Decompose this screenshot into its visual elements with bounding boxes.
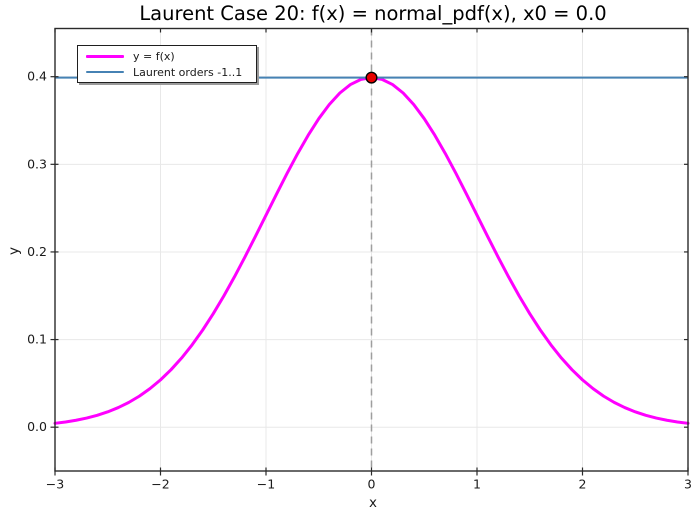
expansion-point-marker [365, 71, 378, 84]
chart-title: Laurent Case 20: f(x) = normal_pdf(x), x… [139, 2, 607, 25]
x-tick-label: 1 [473, 477, 481, 492]
y-tick-label: 0.3 [27, 156, 47, 171]
legend: y = f(x) Laurent orders -1..1 [77, 45, 257, 83]
legend-entry-fx: y = f(x) [86, 50, 256, 63]
legend-entry-laurent: Laurent orders -1..1 [86, 66, 256, 79]
laurent-line-swatch [86, 71, 124, 73]
y-tick-label: 0.0 [27, 419, 47, 434]
x-tick-label: 3 [684, 477, 692, 492]
fx-line-swatch [86, 54, 124, 58]
legend-label-laurent: Laurent orders -1..1 [133, 65, 243, 79]
y-tick-label: 0.1 [27, 332, 47, 347]
x-tick-label: −1 [257, 477, 275, 492]
x-tick-label: −3 [46, 477, 64, 492]
y-tick-label: 0.4 [27, 69, 47, 84]
y-tick-label: 0.2 [27, 244, 47, 259]
x-tick-label: 0 [368, 477, 376, 492]
x-axis-label: x [369, 495, 377, 511]
legend-label-fx: y = f(x) [133, 49, 175, 63]
x-tick-label: 2 [579, 477, 587, 492]
x-tick-label: −2 [151, 477, 169, 492]
